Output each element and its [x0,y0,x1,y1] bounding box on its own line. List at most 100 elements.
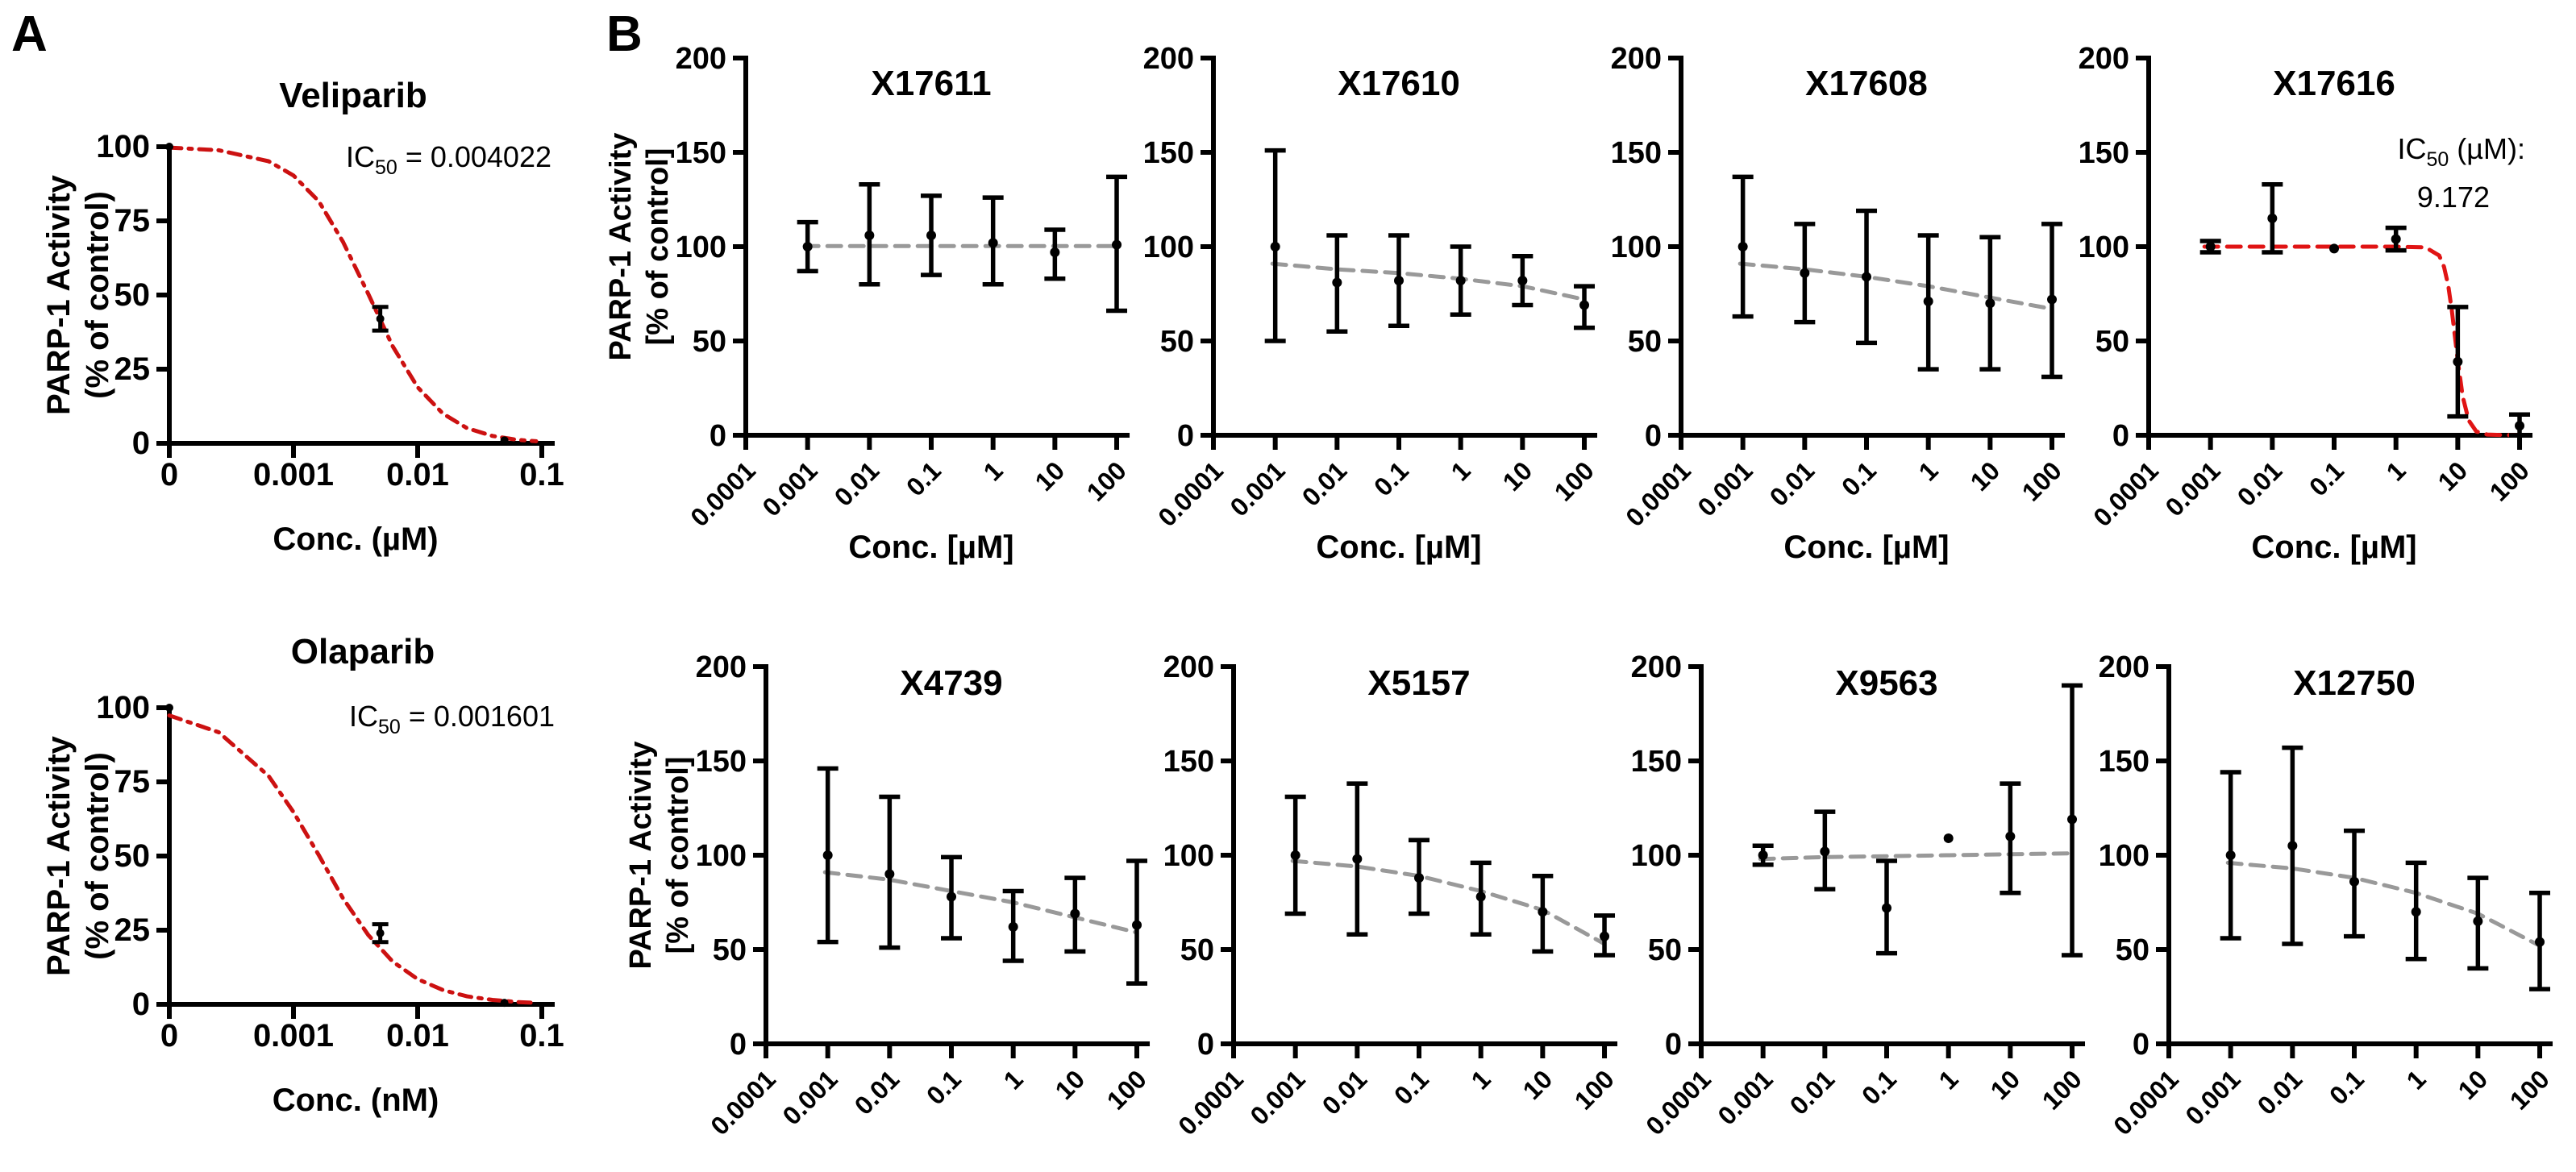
svg-text:1: 1 [998,1064,1029,1095]
y-axis-title: PARP-1 Activity [609,133,638,361]
svg-text:25: 25 [114,351,151,387]
axes [1221,664,1618,1058]
data-point [1758,850,1768,860]
data-point [376,314,385,323]
fit-line [1758,851,2075,862]
svg-text:150: 150 [2079,136,2129,170]
ic50-annotation: 9.172 [2417,181,2490,214]
y-tick-labels: 0 25 50 75 100 [96,690,150,1022]
svg-text:0.1: 0.1 [1388,1064,1434,1110]
chart-title: X17611 [871,64,991,103]
svg-text:0.1: 0.1 [519,1018,564,1054]
fit-line [1290,858,1607,946]
data-point [1008,921,1018,932]
x-tick-labels: 0 0.001 0.01 0.1 [160,457,564,492]
svg-text:0.0001: 0.0001 [1172,1064,1249,1141]
svg-text:0: 0 [2133,1028,2149,1062]
chart-svg-veliparib: 0 25 50 75 100 0 0.001 0.01 0.1 Conc. (µM) PARP-1 … [41,76,564,557]
svg-text:0: 0 [1665,1028,1682,1062]
chart-olaparib: 0 25 50 75 100 0 0.001 0.01 0.1 Conc. (nM) PARP-1 … [0,564,613,1172]
fit-line [2202,244,2522,438]
svg-text:50: 50 [2116,933,2149,967]
chart-title: X9563 [1835,663,1937,703]
axes [1668,56,2066,450]
data-point [1352,854,1363,864]
svg-text:50: 50 [1180,933,1214,967]
svg-text:0.1: 0.1 [2324,1064,2370,1110]
svg-text:1: 1 [978,455,1009,486]
data-point [988,238,998,248]
chart-title: Olaparib [291,632,435,671]
fit-line [822,870,1139,935]
svg-text:50: 50 [1628,325,1662,359]
svg-text:0: 0 [710,419,726,453]
data-point [2005,831,2016,842]
x-axis-title: Conc. [µM] [2251,530,2416,565]
axes [156,705,555,1019]
svg-text:0.001: 0.001 [1245,1064,1311,1130]
data-point [1290,850,1300,860]
svg-text:0.01: 0.01 [829,455,884,511]
svg-text:100: 100 [96,129,150,164]
svg-text:0.1: 0.1 [901,455,947,501]
data-point [1800,268,1810,278]
data-point [884,869,895,879]
svg-text:150: 150 [2099,745,2149,779]
svg-text:10: 10 [2453,1064,2494,1105]
data-point [822,850,833,860]
svg-text:0.001: 0.001 [777,1064,843,1130]
data-point [2329,243,2340,254]
data-point [2515,421,2525,431]
data-point [2225,850,2236,860]
svg-text:0.1: 0.1 [519,457,564,492]
svg-text:50: 50 [114,277,151,313]
svg-text:200: 200 [1631,650,1682,684]
svg-text:0: 0 [160,1018,178,1054]
svg-text:0.1: 0.1 [1836,455,1882,501]
svg-text:50: 50 [1648,933,1682,967]
svg-text:0.01: 0.01 [386,1018,449,1054]
svg-text:50: 50 [114,838,151,874]
y-tick-labels: 0 50 100 150 200 [1143,42,1194,453]
data-point [2411,907,2421,917]
data-point [2453,356,2463,367]
x-axis-title: Conc. [µM] [1316,530,1481,565]
fit-line [1270,261,1587,301]
y-axis-title: [% of control] [661,757,695,954]
axes [156,144,555,458]
svg-text:10: 10 [1517,1064,1559,1105]
svg-text:0: 0 [1197,1028,1214,1062]
svg-text:100: 100 [696,839,747,873]
data-point [500,999,509,1008]
data-point [1050,247,1060,258]
svg-text:0.001: 0.001 [2160,455,2226,522]
svg-text:150: 150 [676,136,726,170]
x-axis-title: Conc. (nM) [273,1083,439,1118]
svg-text:1: 1 [1446,455,1476,486]
svg-text:0.0001: 0.0001 [1620,455,1696,532]
y-tick-labels: 0 50 100 150 200 [2079,42,2129,453]
svg-text:0.01: 0.01 [2232,455,2287,511]
chart-title: X17610 [1338,64,1460,103]
svg-text:100: 100 [2484,455,2535,506]
svg-text:150: 150 [1631,745,1682,779]
svg-text:10: 10 [1965,455,2006,497]
y-axis-title: PARP-1 Activity [41,174,77,415]
svg-text:0: 0 [132,987,150,1022]
svg-text:75: 75 [114,203,151,239]
svg-text:0: 0 [2112,419,2129,453]
y-tick-labels: 0 50 100 150 200 [1163,650,1214,1062]
svg-text:1: 1 [2401,1064,2432,1095]
axes [733,56,1130,450]
svg-text:0.001: 0.001 [2180,1064,2246,1130]
svg-text:0.1: 0.1 [921,1064,967,1110]
svg-text:0.1: 0.1 [2303,455,2349,501]
axes [1201,56,1598,450]
svg-text:0.01: 0.01 [1317,1064,1372,1120]
